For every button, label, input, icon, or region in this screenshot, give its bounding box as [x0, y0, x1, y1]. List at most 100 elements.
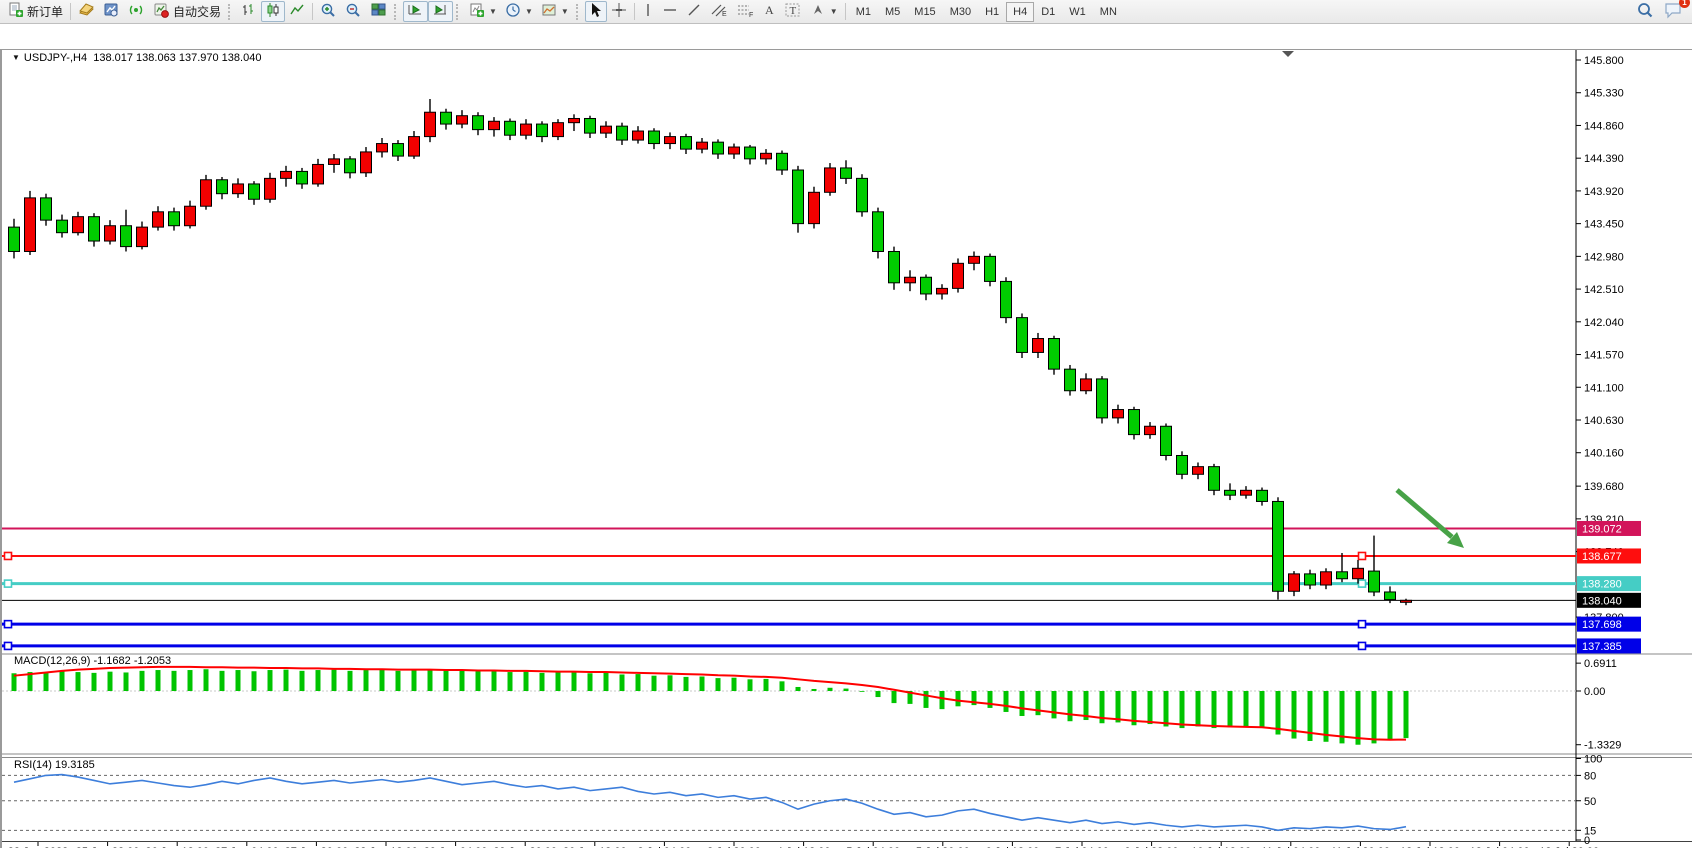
candle-bullish	[936, 287, 948, 295]
equidistant-channel-button[interactable]: E	[706, 1, 732, 22]
trendline-button[interactable]	[682, 1, 706, 22]
macd-histogram-bar	[555, 672, 561, 691]
macd-histogram-bar	[683, 676, 689, 691]
annotation-arrow-head[interactable]	[1447, 532, 1464, 548]
candlestick-icon	[265, 2, 281, 21]
timeframe-mn[interactable]: MN	[1099, 5, 1117, 18]
toolbar-grip	[228, 3, 234, 20]
line-chart-button[interactable]	[285, 1, 309, 22]
chart-shift-marker[interactable]	[1282, 51, 1294, 57]
indicators-button[interactable]: ▼	[465, 1, 501, 22]
time-tick-label: 5 Jul 04:00	[846, 846, 900, 848]
candle-bullish	[376, 143, 388, 153]
crosshair-button[interactable]	[607, 1, 631, 22]
timeframe-m30[interactable]: M30	[949, 5, 972, 18]
line-handle[interactable]	[3, 641, 13, 651]
macd-histogram-bar	[267, 670, 273, 691]
search-icon[interactable]	[1636, 1, 1654, 22]
macd-signal-line	[13, 665, 1407, 741]
vertical-line-button[interactable]	[638, 1, 658, 22]
candle-bearish	[1304, 573, 1316, 586]
candle-bullish	[1032, 338, 1044, 353]
candle-bullish	[728, 146, 740, 155]
toolbar-grip	[394, 3, 400, 20]
candle-bullish	[1080, 378, 1092, 392]
macd-histogram-bar	[59, 671, 65, 691]
line-handle[interactable]	[1357, 641, 1367, 651]
line-handle[interactable]	[3, 579, 13, 588]
data-window-button[interactable]	[99, 1, 124, 22]
time-tick-label: 26 Jun 12:00	[145, 846, 209, 848]
candle-bullish	[232, 183, 244, 195]
macd-histogram-bar	[1051, 691, 1057, 719]
macd-histogram-bar	[795, 686, 801, 691]
timeframe-d1[interactable]: D1	[1041, 5, 1056, 18]
horizontal-line-button[interactable]	[658, 1, 682, 22]
candle-bearish	[1064, 368, 1076, 392]
templates-button[interactable]: ▼	[537, 1, 573, 22]
macd-histogram-bar	[827, 687, 833, 691]
macd-histogram-bar	[139, 670, 145, 691]
timeframe-w1[interactable]: W1	[1069, 5, 1086, 18]
chart-canvas[interactable]: 145.800 145.330 144.860 144.390 143.920 143.4…	[0, 24, 1692, 848]
candle-bullish	[600, 125, 612, 134]
price-tick-label: 144.390	[1584, 153, 1624, 165]
arrows-button[interactable]: ▼	[806, 1, 842, 22]
candle-bearish	[120, 225, 132, 248]
trendline-icon	[686, 2, 702, 21]
line-handle[interactable]	[1357, 619, 1367, 629]
text-label-button[interactable]: T	[780, 1, 806, 22]
new-order-button[interactable]: 新订单	[4, 1, 67, 22]
timeframe-m1[interactable]: M1	[855, 5, 871, 18]
chevron-down-icon: ▼	[829, 7, 838, 16]
candle-bullish	[1112, 409, 1124, 419]
candle-bullish	[72, 216, 84, 234]
auto-scroll-button[interactable]	[403, 1, 429, 22]
line-handle[interactable]	[3, 551, 13, 561]
market-watch-button[interactable]	[74, 1, 99, 22]
tile-windows-button[interactable]	[366, 1, 391, 22]
candle-bearish	[712, 141, 724, 155]
candle-bearish	[248, 183, 260, 200]
annotation-arrow-shaft[interactable]	[1395, 488, 1454, 539]
auto-trading-button[interactable]: 自动交易	[149, 1, 225, 22]
bar-chart-icon	[241, 2, 257, 21]
line-handle[interactable]	[3, 619, 13, 629]
timeframe-m5[interactable]: M5	[885, 5, 901, 18]
timeframe-h4[interactable]: H4	[1006, 1, 1035, 22]
text-button[interactable]: A	[758, 1, 780, 22]
macd-histogram-bar	[859, 691, 865, 692]
time-tick-label: 12 Jul 12:00	[1400, 846, 1460, 848]
candle-bullish	[456, 115, 468, 125]
zoom-out-button[interactable]	[341, 1, 366, 22]
macd-histogram-bar	[1083, 691, 1089, 721]
macd-histogram-bar	[235, 670, 241, 691]
cursor-button[interactable]	[584, 1, 607, 22]
text-label-icon: T	[784, 2, 802, 21]
macd-histogram-bar	[91, 672, 97, 691]
price-line-label: 137.385	[1582, 641, 1622, 653]
candle-bullish	[696, 141, 708, 150]
timeframe-m15[interactable]: M15	[914, 5, 936, 18]
signals-button[interactable]	[124, 1, 149, 22]
fibonacci-button[interactable]: F	[732, 1, 758, 22]
candle-bullish	[968, 255, 980, 264]
chat-button[interactable]: 1	[1664, 0, 1690, 22]
price-line-label-box	[1577, 548, 1641, 564]
macd-histogram-bar	[875, 691, 881, 698]
zoom-in-button[interactable]	[316, 1, 341, 22]
one-click-trading-expander[interactable]: ▼	[12, 53, 20, 62]
bar-chart-button[interactable]	[237, 1, 261, 22]
line-handle[interactable]	[1357, 579, 1367, 588]
candlestick-chart-button[interactable]	[261, 1, 286, 22]
candle-bullish	[1240, 489, 1252, 496]
line-handle[interactable]	[1357, 551, 1367, 561]
timeframe-h1[interactable]: H1	[985, 5, 1000, 18]
periods-button[interactable]: ▼	[501, 1, 537, 22]
candle-bearish	[1384, 591, 1396, 601]
macd-histogram-bar	[43, 672, 49, 691]
price-line-label-box	[1577, 616, 1641, 632]
chart-shift-icon	[432, 2, 449, 21]
chart-shift-button[interactable]	[428, 1, 454, 22]
macd-histogram-bar	[635, 674, 641, 691]
